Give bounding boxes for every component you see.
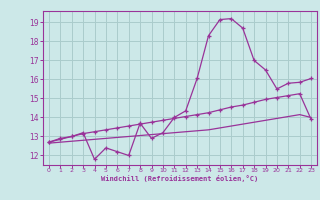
X-axis label: Windchill (Refroidissement éolien,°C): Windchill (Refroidissement éolien,°C) bbox=[101, 175, 259, 182]
